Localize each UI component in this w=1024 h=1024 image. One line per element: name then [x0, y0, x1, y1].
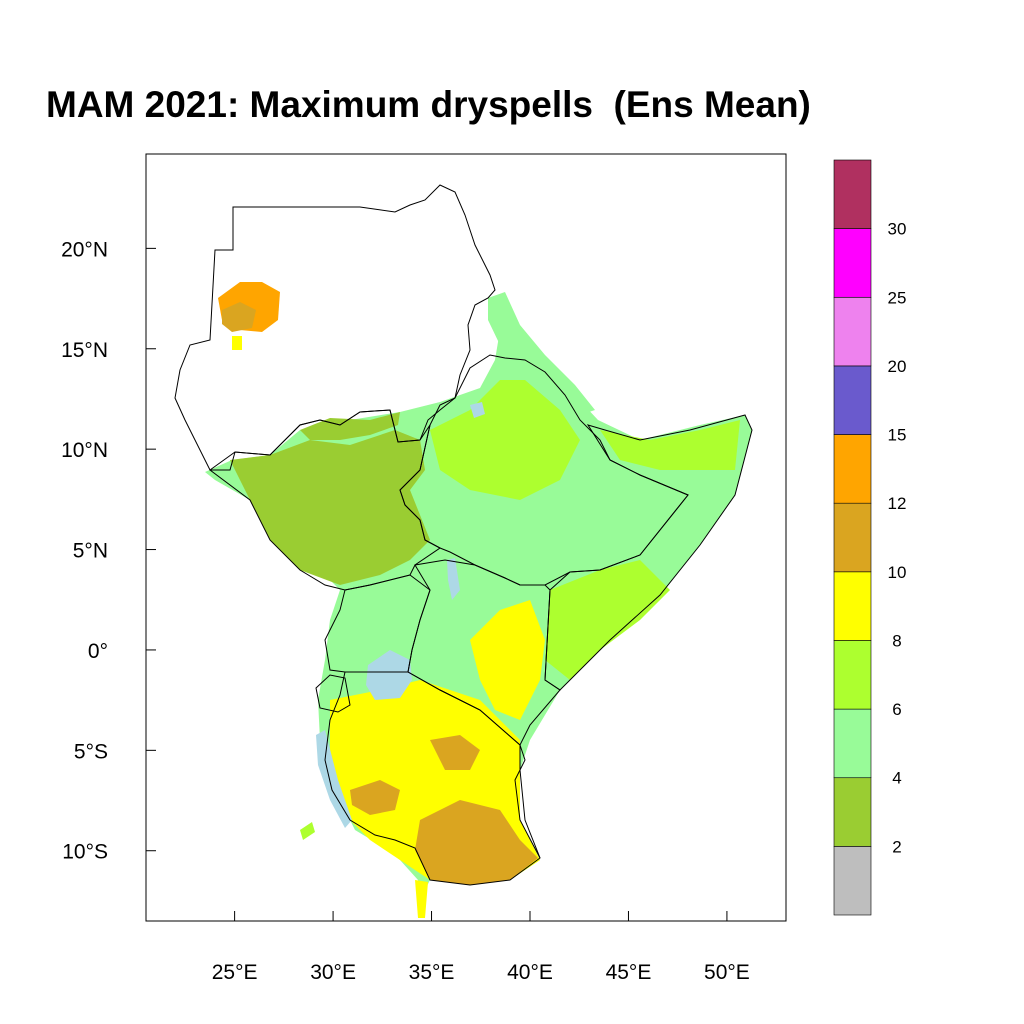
- lat-tick-label: 10°N: [61, 439, 108, 462]
- colorbar-label: 4: [892, 769, 901, 788]
- lat-tick-label: 15°N: [61, 339, 108, 362]
- lake-victoria: [366, 650, 412, 700]
- colorbar-swatch: [833, 434, 872, 504]
- map-field: [205, 282, 752, 918]
- lake-tana: [470, 402, 485, 418]
- map-frame: [145, 153, 787, 922]
- south-sudan-outline: [209, 409, 441, 591]
- lat-tick-label: 10°S: [62, 841, 108, 864]
- field-eritrea-strip: [488, 292, 595, 415]
- colorbar-swatch: [833, 228, 872, 298]
- lake-tanganyika: [316, 730, 352, 828]
- colorbar-swatch: [833, 708, 872, 779]
- field-small-yellow: [232, 336, 242, 350]
- lat-tick-label: 20°N: [61, 238, 108, 261]
- field-yellow-kenya: [470, 600, 545, 720]
- lake-turkana: [447, 558, 460, 600]
- colorbar-swatch: [833, 640, 872, 710]
- tanzania-outline: [324, 671, 541, 886]
- colorbar-label: 8: [892, 631, 901, 650]
- colorbar-label: 20: [888, 357, 907, 376]
- field-goldenrod-patch: [222, 302, 256, 332]
- field-yellowgreen-somalia: [600, 420, 740, 470]
- colorbar-swatch: [833, 502, 872, 573]
- coastline-east: [514, 744, 541, 859]
- country-borders: [174, 184, 753, 886]
- lat-ticks: 20°N 15°N 10°N 5°N 0° 5°S 10°S: [61, 238, 156, 864]
- lat-tick-label: 5°N: [73, 540, 108, 563]
- colorbar-swatch: [833, 365, 872, 435]
- lat-tick-label: 5°S: [74, 740, 108, 763]
- colorbar-label: 2: [892, 837, 901, 856]
- colorbar-swatch: [833, 296, 872, 367]
- lon-tick-label: 30°E: [310, 961, 356, 984]
- field-yellowgreen-ethiopia: [430, 380, 580, 500]
- field-dark-green: [230, 430, 430, 585]
- map-title: MAM 2021: Maximum dryspells (Ens Mean): [46, 84, 811, 125]
- field-dark-green-north: [300, 412, 400, 440]
- colorbar-label: 25: [888, 288, 907, 307]
- colorbar-swatch: [833, 777, 872, 847]
- colorbar-label: 6: [892, 700, 901, 719]
- lon-tick-label: 35°E: [409, 961, 455, 984]
- lake-malawi-tip: [415, 880, 428, 918]
- lon-tick-label: 45°E: [606, 961, 652, 984]
- field-yellowgreen-east: [545, 560, 670, 680]
- field-isolated-patch: [300, 822, 315, 840]
- field-goldenrod: [415, 800, 538, 885]
- somalia-outline: [544, 414, 753, 691]
- lon-tick-label: 25°E: [212, 961, 258, 984]
- lon-ticks: 25°E 30°E 35°E 40°E 45°E 50°E: [212, 911, 750, 984]
- colorbar-label: 30: [888, 220, 907, 239]
- colorbar-label: 15: [888, 426, 907, 445]
- colorbar: 2 4 6 8 10 12 15 20 25 30: [833, 159, 907, 916]
- colorbar-swatch: [833, 571, 872, 641]
- lon-tick-label: 40°E: [507, 961, 553, 984]
- field-goldenrod-west: [350, 780, 400, 815]
- field-goldenrod-mid: [430, 735, 480, 770]
- colorbar-label: 12: [888, 494, 907, 513]
- colorbar-label: 10: [888, 563, 907, 582]
- lat-tick-label: 0°: [88, 640, 108, 663]
- lon-tick-label: 50°E: [704, 961, 750, 984]
- colorbar-swatch: [833, 846, 872, 916]
- rwanda-burundi-outline: [315, 674, 351, 713]
- colorbar-swatch: [833, 159, 872, 229]
